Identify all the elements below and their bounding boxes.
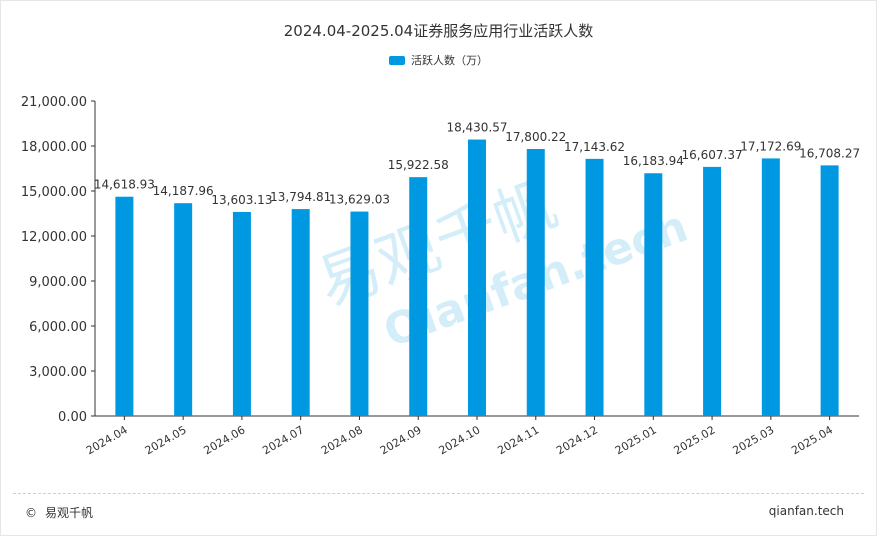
bar <box>468 139 486 416</box>
y-tick-label: 15,000.00 <box>21 185 87 200</box>
y-tick-label: 9,000.00 <box>29 275 87 290</box>
x-tick-label: 2024.12 <box>554 423 600 457</box>
y-tick-label: 12,000.00 <box>21 230 87 245</box>
x-tick-label: 2025.04 <box>789 423 835 457</box>
bar-chart: 0.00 3,000.00 6,000.00 9,000.00 12,000.00 15,… <box>21 95 860 457</box>
legend-swatch <box>389 55 405 65</box>
y-tick-label: 21,000.00 <box>21 95 87 110</box>
bar <box>703 166 722 416</box>
copyright-symbol: © <box>25 505 37 520</box>
data-label: 16,607.37 <box>682 148 743 162</box>
bar <box>115 196 134 416</box>
x-tick-label: 2024.10 <box>437 423 483 457</box>
footer-brand-block: © 易观千帆 <box>25 504 93 521</box>
data-label: 18,430.57 <box>446 121 507 135</box>
footer-site: qianfan.tech <box>768 504 844 518</box>
data-label: 16,183.94 <box>623 154 684 168</box>
footer-brand: 易观千帆 <box>45 506 94 520</box>
legend: 活跃人数（万） <box>1 52 876 68</box>
footer-divider <box>13 493 864 494</box>
x-tick-label: 2025.01 <box>613 423 659 457</box>
x-tick-label: 2024.09 <box>378 423 424 457</box>
bar <box>291 209 310 416</box>
bar <box>820 165 839 416</box>
data-label: 17,143.62 <box>564 140 625 154</box>
data-label: 17,800.22 <box>505 130 566 144</box>
y-tick-label: 0.00 <box>58 410 87 425</box>
data-label: 17,172.69 <box>740 139 801 153</box>
x-tick-label: 2025.03 <box>730 423 776 457</box>
bar <box>585 158 604 416</box>
y-tick-label: 6,000.00 <box>29 320 87 335</box>
data-label: 13,629.03 <box>329 193 390 207</box>
x-tick-label: 2024.04 <box>84 423 130 457</box>
bar <box>232 211 251 416</box>
x-tick-label: 2025.02 <box>672 423 718 457</box>
data-label: 16,708.27 <box>799 146 860 160</box>
data-label: 14,187.96 <box>153 184 214 198</box>
legend-label: 活跃人数（万） <box>411 54 488 67</box>
data-label: 15,922.58 <box>388 158 449 172</box>
bar <box>350 211 369 416</box>
x-tick-label: 2024.06 <box>202 423 248 457</box>
bar <box>174 203 193 416</box>
bar <box>761 158 780 416</box>
data-label: 14,618.93 <box>94 178 155 192</box>
x-tick-label: 2024.07 <box>260 423 306 457</box>
data-label: 13,794.81 <box>270 190 331 204</box>
x-tick-label: 2024.05 <box>143 423 189 457</box>
x-tick-label: 2024.11 <box>495 423 541 457</box>
y-tick-label: 18,000.00 <box>21 140 87 155</box>
chart-title: 2024.04-2025.04证券服务应用行业活跃人数 <box>283 22 594 40</box>
x-tick-label: 2024.08 <box>319 423 365 457</box>
bar <box>526 148 545 416</box>
y-tick-label: 3,000.00 <box>29 365 87 380</box>
bar <box>409 177 428 416</box>
bar <box>644 173 663 416</box>
data-label: 13,603.13 <box>211 193 272 207</box>
